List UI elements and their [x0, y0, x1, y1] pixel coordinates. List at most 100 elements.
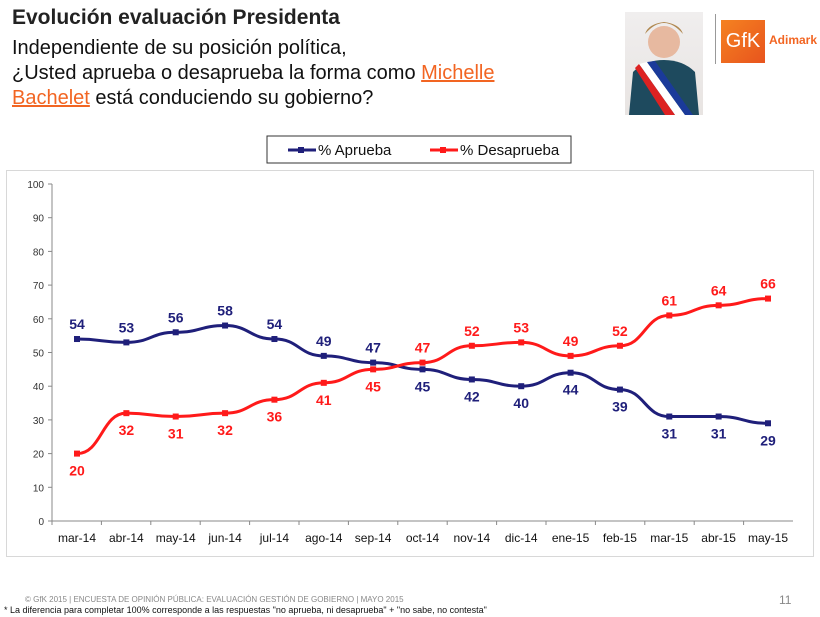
data-label: 53 — [119, 319, 135, 335]
data-point — [518, 383, 525, 390]
data-point — [123, 410, 130, 417]
data-point — [172, 413, 179, 420]
y-tick-label: 60 — [33, 315, 45, 326]
data-label: 32 — [119, 422, 135, 438]
legend-label-1: % Desaprueba — [460, 142, 560, 159]
x-tick-label: ago-14 — [305, 531, 343, 545]
x-tick-label: abr-15 — [701, 531, 736, 545]
data-label: 47 — [365, 340, 381, 356]
data-label: 52 — [612, 323, 628, 339]
y-tick-label: 70 — [33, 281, 45, 292]
data-point — [370, 359, 377, 366]
data-label: 20 — [69, 463, 85, 479]
data-point — [666, 413, 673, 420]
name-link[interactable]: Michelle — [421, 62, 495, 84]
data-label: 58 — [217, 303, 233, 319]
data-label: 66 — [760, 276, 776, 292]
x-tick-label: oct-14 — [406, 531, 440, 545]
data-label: 36 — [267, 409, 283, 425]
question-line2: ¿Usted aprueba o desaprueba la forma com… — [12, 62, 422, 84]
data-point — [666, 312, 673, 319]
data-point — [616, 342, 623, 349]
data-point — [271, 336, 278, 343]
y-tick-label: 90 — [33, 214, 45, 225]
data-point — [370, 366, 377, 373]
data-label: 41 — [316, 392, 332, 408]
data-point — [616, 386, 623, 393]
data-label: 40 — [513, 395, 529, 411]
x-tick-label: may-14 — [156, 531, 196, 545]
legend-marker — [440, 147, 446, 153]
x-tick-label: mar-15 — [650, 531, 688, 545]
x-tick-label: sep-14 — [355, 531, 392, 545]
data-point — [765, 420, 771, 427]
president-photo — [625, 12, 703, 115]
data-label: 54 — [267, 316, 283, 332]
data-point — [74, 336, 80, 343]
data-point — [419, 366, 426, 373]
page-title: Evolución evaluación Presidenta — [12, 6, 340, 29]
surname-link[interactable]: Bachelet — [12, 87, 90, 109]
data-label: 61 — [661, 292, 677, 308]
y-tick-label: 30 — [33, 416, 45, 427]
footer-note: * La diferencia para completar 100% corr… — [4, 605, 487, 615]
gfk-logo: GfK — [721, 20, 765, 63]
data-point — [518, 339, 525, 346]
data-point — [567, 352, 574, 359]
data-label: 47 — [415, 340, 431, 356]
x-tick-label: may-15 — [748, 531, 788, 545]
x-tick-label: ene-15 — [552, 531, 590, 545]
y-tick-label: 10 — [33, 483, 45, 494]
data-point — [222, 322, 229, 329]
footer-source: © GfK 2015 | ENCUESTA DE OPINIÓN PÚBLICA… — [25, 595, 404, 604]
data-label: 31 — [661, 426, 677, 442]
data-label: 31 — [168, 426, 184, 442]
y-tick-label: 50 — [33, 349, 45, 360]
data-label: 45 — [365, 378, 381, 394]
question-line1: Independiente de su posición política, — [12, 37, 347, 59]
x-tick-label: abr-14 — [109, 531, 144, 545]
data-point — [320, 379, 327, 386]
x-tick-label: dic-14 — [505, 531, 538, 545]
data-point — [468, 342, 475, 349]
data-label: 42 — [464, 388, 480, 404]
data-point — [74, 450, 80, 457]
data-point — [715, 302, 722, 309]
legend-label-0: % Aprueba — [318, 142, 392, 159]
data-point — [123, 339, 130, 346]
data-point — [320, 352, 327, 359]
legend-marker — [298, 147, 304, 153]
data-point — [468, 376, 475, 383]
legend-box — [266, 135, 572, 164]
data-label: 49 — [563, 333, 579, 349]
page-number: 11 — [779, 593, 792, 607]
data-point — [765, 295, 771, 302]
chart-frame — [6, 170, 814, 557]
question-line3: está conduciendo su gobierno? — [89, 87, 374, 109]
data-label: 29 — [760, 432, 776, 448]
data-label: 52 — [464, 323, 480, 339]
x-tick-label: jun-14 — [207, 531, 242, 545]
data-label: 44 — [563, 382, 579, 398]
data-label: 31 — [711, 426, 727, 442]
x-tick-label: feb-15 — [603, 531, 637, 545]
y-tick-label: 40 — [33, 382, 45, 393]
data-point — [222, 410, 229, 417]
question: Independiente de su posición política, ¿U… — [12, 36, 612, 111]
x-tick-label: nov-14 — [454, 531, 491, 545]
data-label: 32 — [217, 422, 233, 438]
y-tick-label: 0 — [38, 517, 44, 528]
data-point — [567, 369, 574, 376]
x-tick-label: mar-14 — [58, 531, 96, 545]
x-tick-label: jul-14 — [259, 531, 290, 545]
data-point — [715, 413, 722, 420]
adimark-logo: Adimark — [769, 33, 818, 47]
data-point — [172, 329, 179, 336]
y-tick-label: 80 — [33, 247, 45, 258]
data-label: 39 — [612, 399, 628, 415]
logo-divider — [715, 14, 716, 64]
data-label: 56 — [168, 309, 184, 325]
data-point — [271, 396, 278, 403]
data-label: 54 — [69, 316, 85, 332]
